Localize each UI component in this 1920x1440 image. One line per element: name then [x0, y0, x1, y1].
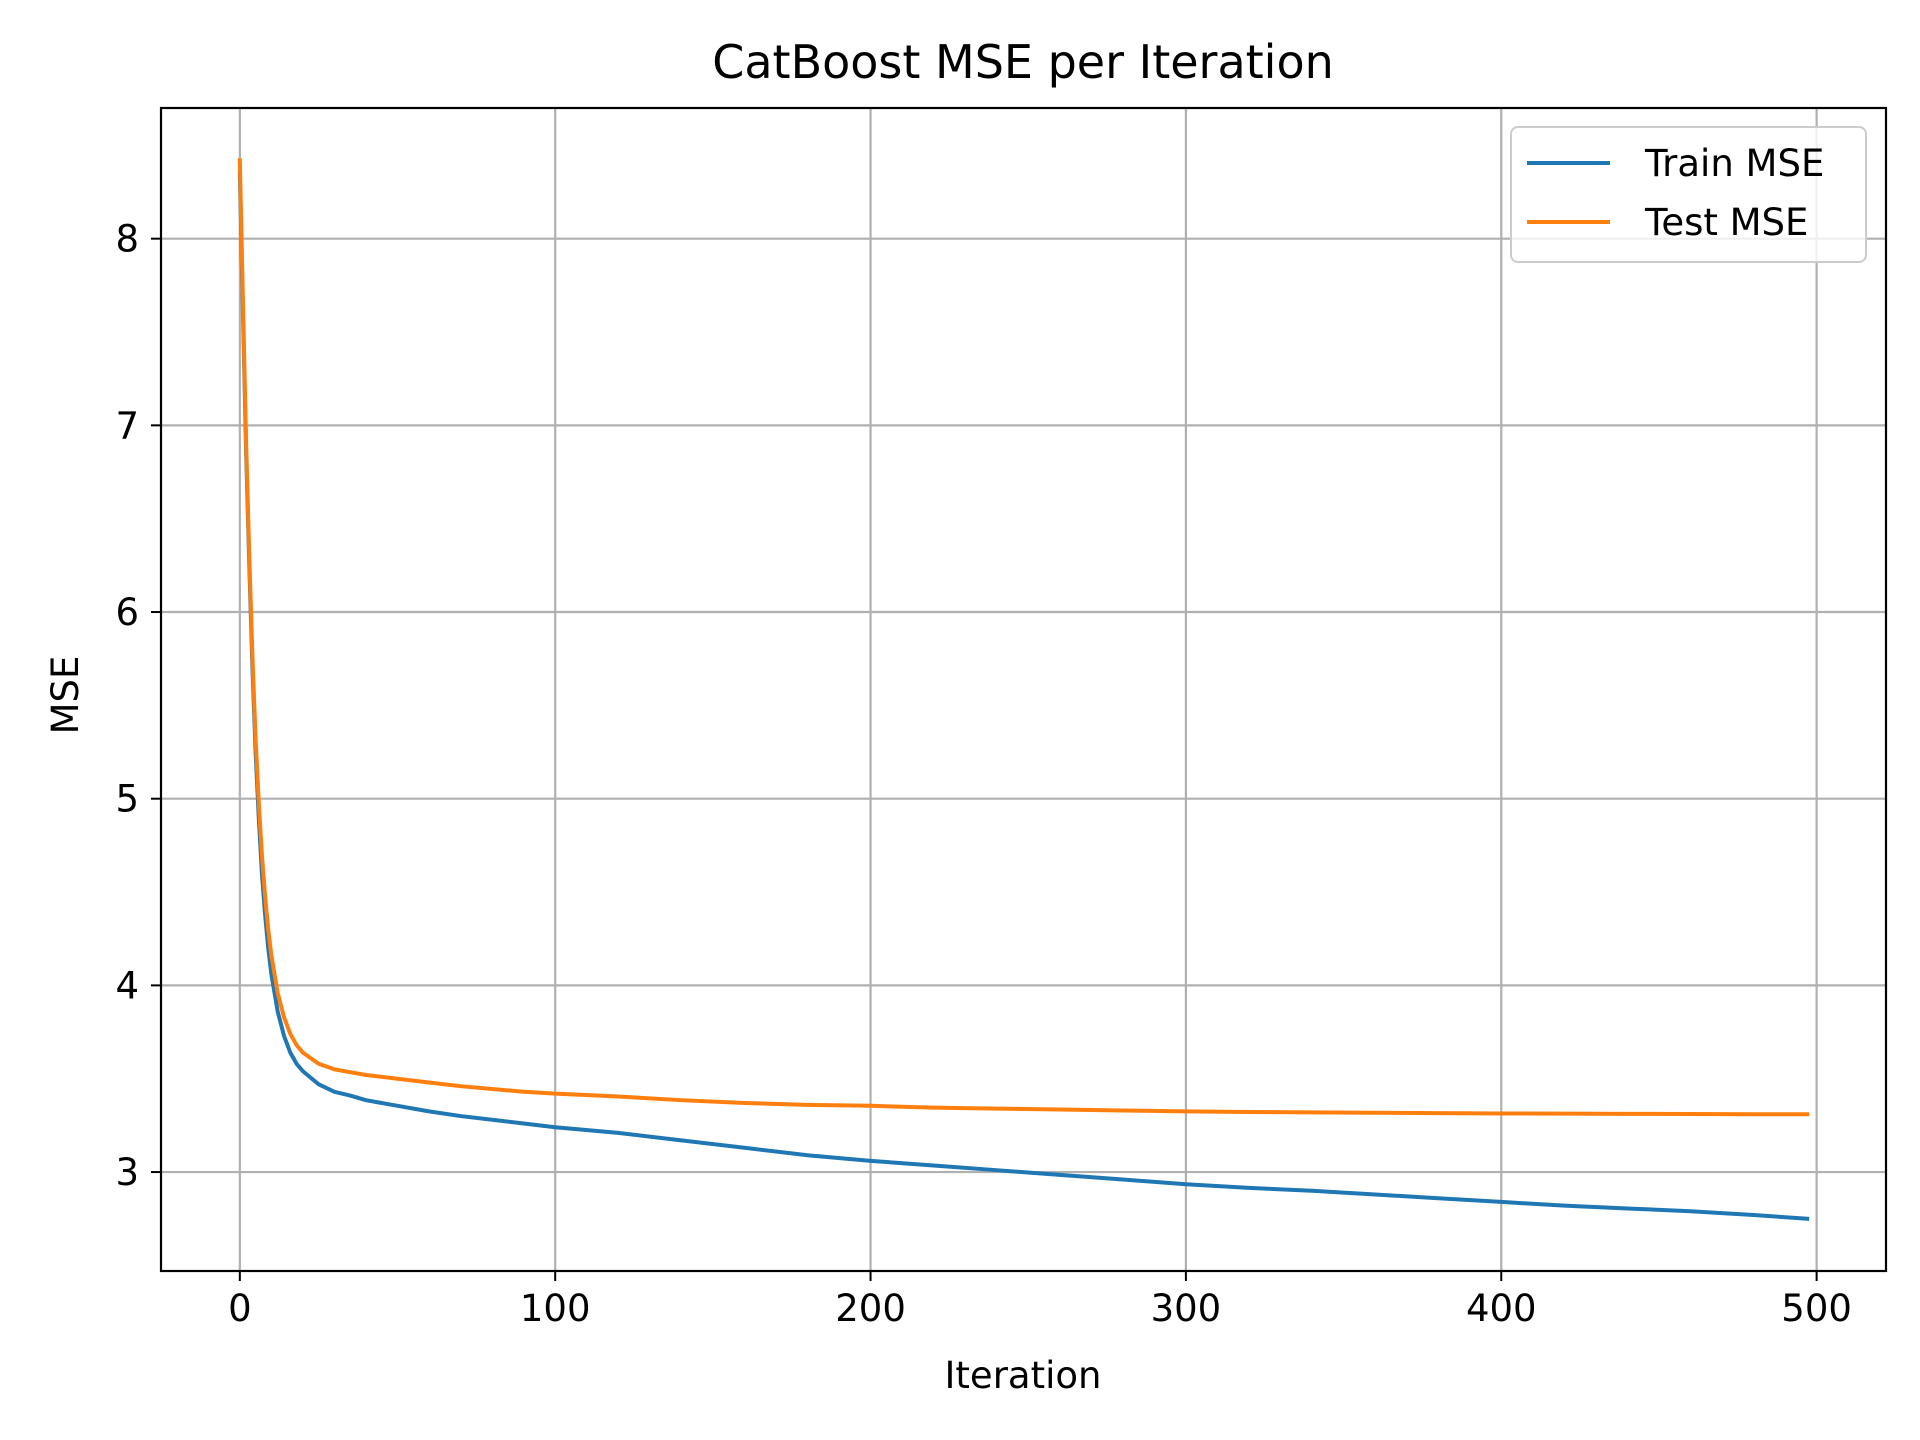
gridlines: [161, 108, 1886, 1271]
legend: Train MSE Test MSE: [1510, 126, 1867, 263]
x-axis: 0 100 200 300 400 500: [228, 1271, 1852, 1330]
legend-box: [1510, 126, 1867, 263]
y-tick-label-8: 8: [115, 218, 139, 261]
chart-title: CatBoost MSE per Iteration: [712, 35, 1334, 89]
x-tick-label-300: 300: [1151, 1287, 1222, 1330]
plot-background: [161, 108, 1886, 1271]
x-tick-label-400: 400: [1466, 1287, 1537, 1330]
y-tick-label-6: 6: [115, 591, 139, 634]
y-tick-label-4: 4: [115, 964, 139, 1007]
x-tick-label-0: 0: [228, 1287, 252, 1330]
plot-frame: [159, 106, 1888, 1273]
y-axis: 3 4 5 6 7 8: [115, 218, 161, 1194]
legend-label-train-mse: Train MSE: [1644, 142, 1824, 185]
legend-label-test-mse: Test MSE: [1644, 201, 1808, 244]
x-tick-label-200: 200: [835, 1287, 906, 1330]
series-group: [237, 158, 1810, 1221]
y-tick-label-5: 5: [115, 778, 139, 821]
series-line-test-mse: [237, 158, 1810, 1117]
x-tick-label-100: 100: [520, 1287, 591, 1330]
x-tick-label-500: 500: [1781, 1287, 1852, 1330]
plot-area: [159, 106, 1888, 1273]
x-axis-label: Iteration: [945, 1354, 1102, 1397]
y-tick-label-7: 7: [115, 404, 139, 447]
y-tick-label-3: 3: [115, 1151, 139, 1194]
y-axis-label: MSE: [44, 656, 87, 735]
